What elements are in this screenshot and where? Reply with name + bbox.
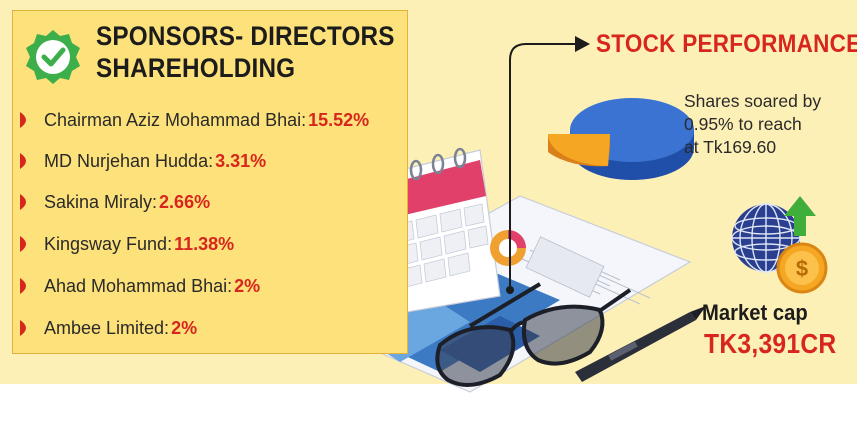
market-cap-label: Market cap xyxy=(702,300,808,325)
shareholder-value: 2% xyxy=(171,317,198,338)
list-item: Ambee Limited: 2% xyxy=(20,314,197,342)
stock-text-line1: Shares soared by xyxy=(684,91,822,111)
donut-chart-illustration xyxy=(490,230,526,266)
list-item: Ahad Mohammad Bhai: 2% xyxy=(20,272,260,300)
list-item: MD Nurjehan Hudda: 3.31% xyxy=(20,147,266,175)
verified-check-badge-icon xyxy=(26,30,80,84)
sponsors-title: SPONSORS- DIRECTORS SHAREHOLDING xyxy=(96,20,395,84)
list-item: Sakina Miraly: 2.66% xyxy=(20,188,210,216)
red-bullet-icon xyxy=(20,278,26,294)
pie-chart-icon xyxy=(548,98,694,180)
red-bullet-icon xyxy=(20,112,26,128)
shareholder-value: 11.38% xyxy=(174,233,235,254)
sponsors-title-line1: SPONSORS- DIRECTORS xyxy=(96,21,395,51)
stock-text-line2: 0.95% to reach xyxy=(684,114,802,134)
shareholder-value: 2% xyxy=(234,275,261,296)
sponsors-title-line2: SHAREHOLDING xyxy=(96,53,296,83)
shareholder-name: Chairman Aziz Mohammad Bhai: xyxy=(44,109,307,130)
stock-text-line3: at Tk169.60 xyxy=(684,137,777,157)
shareholder-name: Sakina Miraly: xyxy=(44,191,158,212)
sponsors-panel xyxy=(12,10,408,354)
arrow-icon xyxy=(575,36,590,52)
list-item: Kingsway Fund: 11.38% xyxy=(20,230,234,258)
red-bullet-icon xyxy=(20,194,26,210)
pointer-line xyxy=(509,43,575,290)
shareholder-value: 3.31% xyxy=(215,150,267,171)
market-cap-value: TK3,391CR xyxy=(704,328,837,359)
shareholder-name: Kingsway Fund: xyxy=(44,233,173,254)
shareholder-value: 2.66% xyxy=(159,191,211,212)
shareholder-value: 15.52% xyxy=(308,109,370,130)
red-bullet-icon xyxy=(20,153,26,169)
globe-dollar-icon: $ xyxy=(731,196,828,294)
shareholder-name: Ahad Mohammad Bhai: xyxy=(44,275,233,296)
red-bullet-icon xyxy=(20,236,26,252)
stock-performance-title: STOCK PERFORMANCE xyxy=(596,30,857,58)
list-item: Chairman Aziz Mohammad Bhai: 15.52% xyxy=(20,106,369,134)
red-bullet-icon xyxy=(20,320,26,336)
stock-performance-text: Shares soared by 0.95% to reach at Tk169… xyxy=(684,90,854,159)
shareholder-name: MD Nurjehan Hudda: xyxy=(44,150,214,171)
shareholder-name: Ambee Limited: xyxy=(44,317,170,338)
pen-illustration xyxy=(575,306,706,382)
eyeglasses-illustration xyxy=(435,282,632,387)
svg-text:$: $ xyxy=(796,256,808,281)
